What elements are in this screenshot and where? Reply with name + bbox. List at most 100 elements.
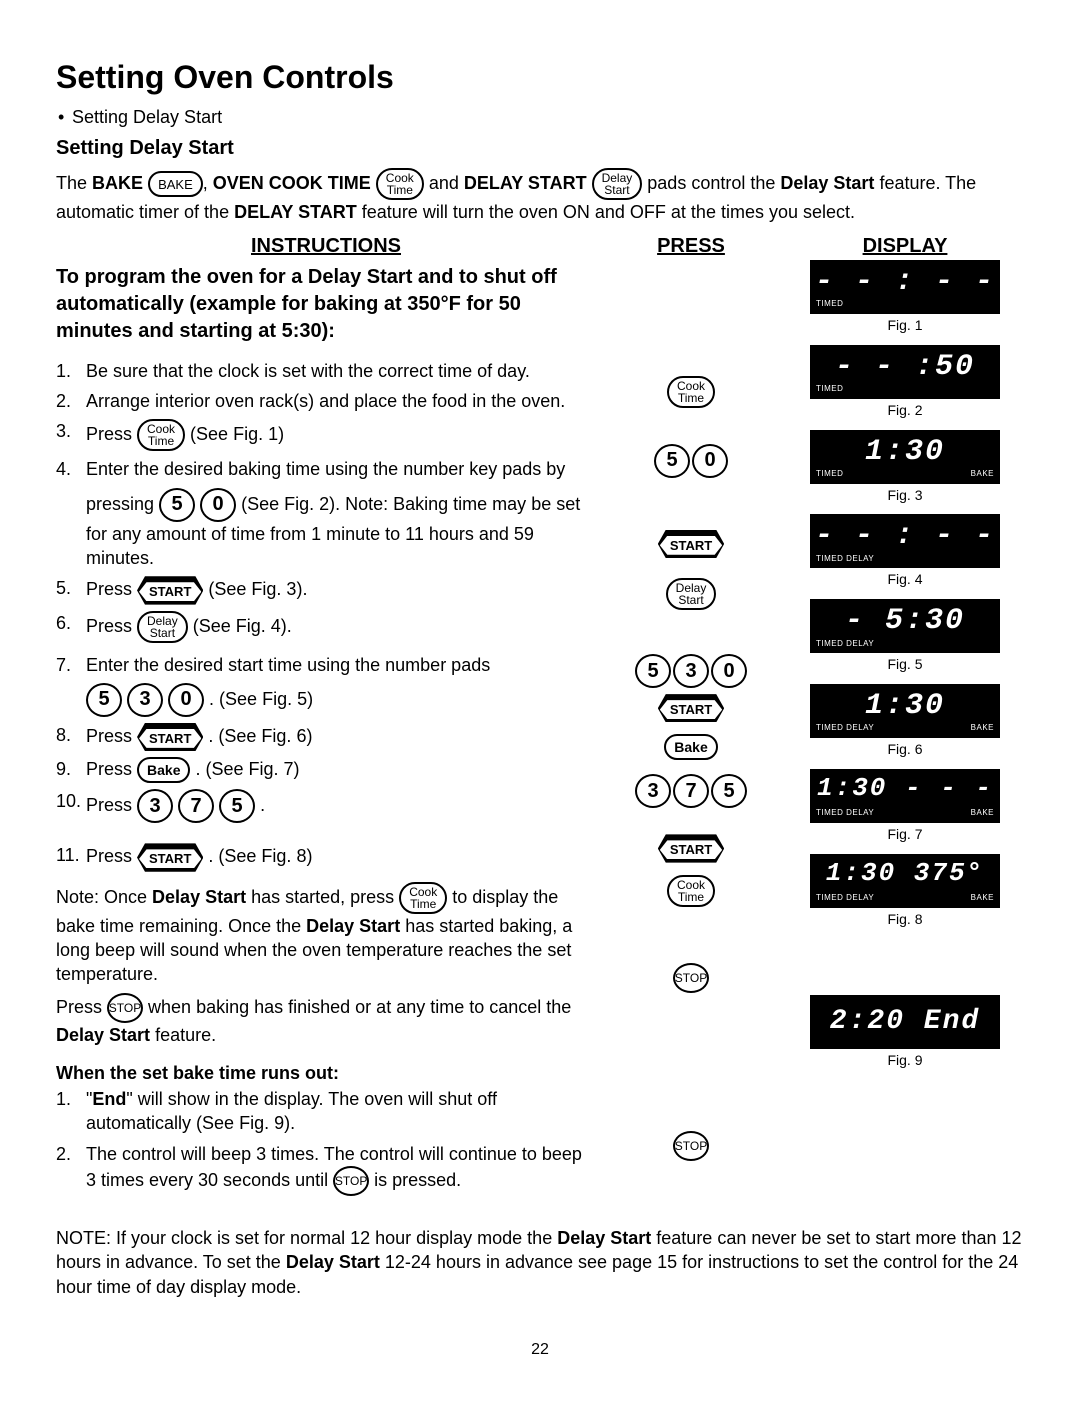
cook-time-pad-icon: CookTime — [376, 168, 424, 200]
page-title: Setting Oven Controls — [56, 56, 1024, 99]
press-cook-time: CookTime — [667, 376, 715, 408]
display-fig4: - - : - - TIMED DELAY — [810, 514, 1000, 568]
step-num: 1. — [56, 1087, 86, 1136]
step-body: Press START . (See Fig. 8) — [86, 843, 596, 871]
step-num: 3. — [56, 419, 86, 451]
fig-label: Fig. 8 — [887, 910, 922, 929]
col-head-press: PRESS — [596, 233, 786, 260]
start-pad-icon: START — [137, 723, 203, 751]
text: BAKE — [92, 173, 143, 193]
step-body-cont: pressing 5 0 (See Fig. 2). Note: Baking … — [86, 488, 596, 571]
page-number: 22 — [56, 1339, 1024, 1361]
display-fig7: 1:30 - - - TIMED DELAY BAKE — [810, 769, 1000, 823]
press-delay-start: DelayStart — [666, 578, 717, 610]
press-num-7: 7 — [673, 774, 709, 808]
display-fig8: 1:30 375° TIMED DELAY BAKE — [810, 854, 1000, 908]
press-num-3: 3 — [635, 774, 671, 808]
note-paragraph: Press STOP when baking has finished or a… — [56, 993, 596, 1047]
step-body: Be sure that the clock is set with the c… — [86, 359, 596, 383]
stop-pad-icon: STOP — [333, 1166, 369, 1196]
step-body: Press Bake . (See Fig. 7) — [86, 757, 596, 783]
step-body: The control will beep 3 times. The contr… — [86, 1142, 596, 1196]
num-pad-5: 5 — [159, 488, 195, 522]
fig-label: Fig. 5 — [887, 655, 922, 674]
fig-label: Fig. 9 — [887, 1051, 922, 1070]
text: DELAY START — [464, 173, 587, 193]
press-column: CookTime 5 0 START DelayStart 5 3 0 STAR… — [596, 260, 786, 1202]
fig-label: Fig. 6 — [887, 740, 922, 759]
step-num: 10. — [56, 789, 86, 823]
fig-label: Fig. 3 — [887, 486, 922, 505]
step-num: 1. — [56, 359, 86, 383]
bottom-note: NOTE: If your clock is set for normal 12… — [56, 1226, 1024, 1299]
intro-paragraph: The BAKE BAKE, OVEN COOK TIME CookTime a… — [56, 168, 1024, 224]
press-num-5: 5 — [711, 774, 747, 808]
press-num-3: 3 — [673, 654, 709, 688]
delay-start-pad-icon: DelayStart — [137, 611, 188, 643]
text: feature will turn the oven ON and OFF at… — [362, 202, 855, 222]
step-num: 7. — [56, 653, 86, 677]
bullet-line: Setting Delay Start — [72, 105, 1024, 129]
bake-pad-icon: Bake — [137, 757, 190, 783]
press-cook-time: CookTime — [667, 875, 715, 907]
display-fig6: 1:30 TIMED DELAY BAKE — [810, 684, 1000, 738]
step-body: Press DelayStart (See Fig. 4). — [86, 611, 596, 643]
press-num-0: 0 — [692, 444, 728, 478]
stop-pad-icon: STOP — [107, 993, 143, 1023]
text: DELAY START — [234, 202, 357, 222]
num-pad-5: 5 — [86, 683, 122, 717]
num-pad-7: 7 — [178, 789, 214, 823]
display-fig3: 1:30 TIMED BAKE — [810, 430, 1000, 484]
step-body: "End" will show in the display. The oven… — [86, 1087, 596, 1136]
col-head-display: DISPLAY — [786, 233, 1024, 260]
display-fig2: - - :50 TIMED — [810, 345, 1000, 399]
step-num: 2. — [56, 1142, 86, 1196]
display-column: - - : - - TIMED Fig. 1 - - :50 TIMED Fig… — [786, 260, 1024, 1202]
press-num-0: 0 — [711, 654, 747, 688]
step-num: 11. — [56, 843, 86, 871]
start-pad-icon: START — [137, 576, 203, 604]
subtitle: Setting Delay Start — [56, 135, 1024, 162]
fig-label: Fig. 4 — [887, 570, 922, 589]
step-body: Enter the desired start time using the n… — [86, 653, 596, 677]
press-bake: Bake — [664, 734, 717, 760]
fig-label: Fig. 1 — [887, 316, 922, 335]
step-body: Enter the desired baking time using the … — [86, 457, 596, 481]
step-body: Press START (See Fig. 3). — [86, 576, 596, 604]
step-body: Press START . (See Fig. 6) — [86, 723, 596, 751]
display-fig1: - - : - - TIMED — [810, 260, 1000, 314]
num-pad-0: 0 — [200, 488, 236, 522]
step-body: Press CookTime (See Fig. 1) — [86, 419, 596, 451]
runs-out-head: When the set bake time runs out: — [56, 1061, 596, 1085]
step-num: 5. — [56, 576, 86, 604]
press-start: START — [658, 694, 724, 722]
press-start: START — [658, 530, 724, 558]
display-fig5: - 5:30 TIMED DELAY — [810, 599, 1000, 653]
fig-label: Fig. 7 — [887, 825, 922, 844]
step-num: 2. — [56, 389, 86, 413]
num-pad-3: 3 — [127, 683, 163, 717]
press-stop: STOP — [673, 963, 709, 993]
text: OVEN COOK TIME — [213, 173, 371, 193]
press-num-5: 5 — [654, 444, 690, 478]
press-stop: STOP — [673, 1131, 709, 1161]
text: The — [56, 173, 92, 193]
note-paragraph: Note: Once Delay Start has started, pres… — [56, 882, 596, 987]
num-pad-0: 0 — [168, 683, 204, 717]
text: and — [429, 173, 464, 193]
fig-label: Fig. 2 — [887, 401, 922, 420]
step-num: 4. — [56, 457, 86, 481]
step-num: 9. — [56, 757, 86, 783]
step-num: 6. — [56, 611, 86, 643]
instructions-column: To program the oven for a Delay Start an… — [56, 260, 596, 1202]
num-pad-5: 5 — [219, 789, 255, 823]
press-start: START — [658, 834, 724, 862]
step-body-cont: 5 3 0 . (See Fig. 5) — [86, 683, 596, 717]
delay-start-pad-icon: DelayStart — [592, 168, 643, 200]
step-num: 8. — [56, 723, 86, 751]
bake-pad-icon: BAKE — [148, 171, 203, 197]
display-fig9: 2:20 End — [810, 995, 1000, 1049]
press-num-5: 5 — [635, 654, 671, 688]
col-head-instructions: INSTRUCTIONS — [56, 233, 596, 260]
text: pads control the — [647, 173, 780, 193]
